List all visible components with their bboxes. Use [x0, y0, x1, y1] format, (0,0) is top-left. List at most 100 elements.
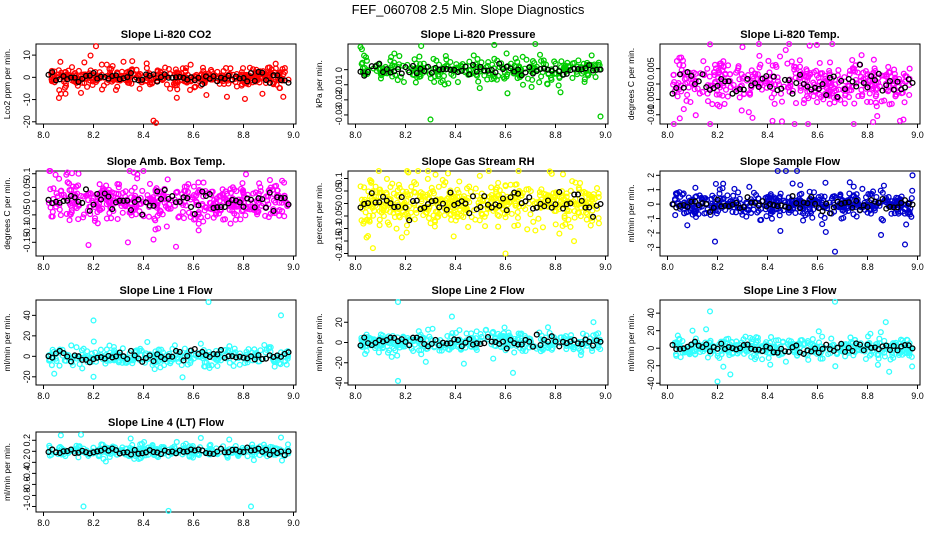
y-tick-label: -0.01 — [646, 105, 656, 126]
reference-point — [176, 198, 183, 205]
data-point — [515, 167, 522, 175]
data-point — [756, 52, 763, 59]
data-point — [752, 70, 759, 78]
data-point — [674, 81, 681, 89]
data-point — [237, 216, 244, 223]
data-point — [50, 185, 57, 192]
data-point — [714, 378, 721, 385]
data-point — [366, 217, 373, 224]
reference-point — [879, 87, 886, 94]
reference-point — [90, 201, 97, 208]
data-point — [375, 167, 382, 175]
reference-point — [387, 69, 394, 76]
reference-point — [849, 78, 856, 85]
reference-point — [214, 78, 221, 85]
data-point — [448, 313, 455, 320]
data-point — [810, 93, 817, 100]
data-point — [231, 203, 238, 211]
x-tick-label: 8.0 — [37, 391, 50, 401]
data-point — [357, 183, 364, 190]
data-point — [131, 184, 138, 191]
data-point — [257, 347, 264, 354]
data-point — [692, 184, 699, 191]
y-tick-label: 0.05 — [22, 179, 32, 197]
data-point — [673, 58, 680, 65]
reference-point — [503, 207, 510, 214]
data-point — [368, 178, 375, 185]
x-tick-label: 8.4 — [137, 391, 150, 401]
x-tick-label: 8.6 — [499, 262, 512, 272]
x-tick-label: 9.0 — [911, 391, 924, 401]
y-tick-label: 10 — [22, 50, 32, 60]
data-point — [66, 187, 73, 194]
data-point — [454, 186, 461, 193]
data-point — [75, 67, 82, 74]
data-point — [814, 99, 821, 106]
reference-point — [394, 66, 402, 73]
data-point — [129, 58, 136, 65]
data-point — [276, 84, 283, 92]
data-point — [772, 81, 779, 88]
data-points — [357, 167, 604, 257]
data-point — [685, 84, 692, 91]
data-point — [212, 199, 219, 206]
y-axis-label: ml/min per min. — [2, 313, 12, 371]
data-point — [767, 210, 774, 217]
data-point — [447, 187, 454, 194]
reference-point — [251, 204, 258, 211]
data-point — [674, 93, 681, 100]
data-point — [826, 67, 833, 74]
data-points — [45, 431, 292, 514]
reference-point — [796, 71, 804, 78]
panel-title: Slope Amb. Box Temp. — [107, 156, 226, 168]
data-point — [151, 366, 158, 373]
data-point — [527, 211, 534, 218]
data-point — [466, 58, 473, 65]
data-point — [281, 68, 288, 75]
data-point — [891, 66, 898, 73]
data-point — [437, 78, 444, 86]
reference-point — [496, 60, 503, 67]
data-point — [127, 194, 135, 201]
reference-point — [67, 74, 75, 81]
data-point — [57, 432, 64, 439]
data-point — [277, 312, 285, 319]
reference-point — [860, 79, 867, 86]
data-point — [771, 100, 778, 107]
y-tick-label: -2 — [646, 229, 656, 237]
reference-point — [740, 86, 747, 93]
reference-point — [428, 198, 435, 205]
data-point — [128, 187, 135, 194]
data-point — [175, 214, 182, 221]
data-point — [435, 73, 442, 80]
reference-point — [364, 68, 372, 76]
data-point — [718, 62, 725, 69]
data-point — [47, 186, 54, 193]
data-point — [514, 74, 521, 82]
data-point — [687, 98, 694, 106]
reference-point — [64, 197, 71, 204]
reference-point — [755, 83, 762, 91]
x-tick-label: 8.6 — [187, 130, 200, 140]
reference-point — [277, 77, 285, 84]
reference-point — [217, 204, 225, 211]
data-point — [730, 192, 737, 199]
y-axis-label: degrees C per min. — [626, 48, 636, 120]
data-point — [122, 188, 129, 195]
reference-point — [556, 68, 563, 75]
y-tick-label: -0.05 — [334, 206, 344, 227]
data-point — [791, 63, 798, 70]
reference-point — [424, 201, 432, 208]
data-point — [474, 55, 481, 63]
data-point — [768, 94, 775, 101]
data-point — [536, 51, 544, 58]
data-point — [262, 212, 269, 219]
y-tick-label: -0.1 — [22, 221, 32, 237]
x-tick-label: 9.0 — [911, 130, 924, 140]
reference-point — [834, 93, 841, 100]
data-point — [558, 188, 566, 195]
reference-point — [409, 62, 417, 69]
data-point — [266, 176, 274, 184]
reference-point — [522, 69, 529, 76]
data-point — [536, 79, 543, 86]
